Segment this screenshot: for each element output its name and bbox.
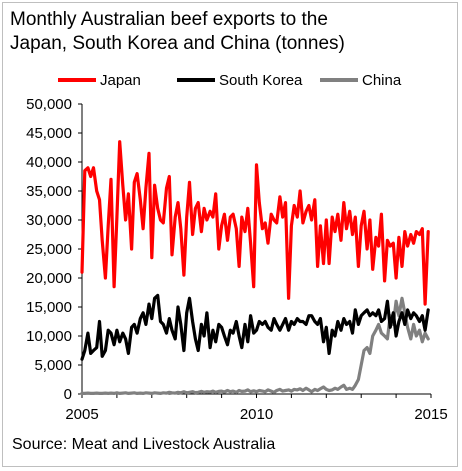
y-tick-label: 40,000 — [26, 154, 72, 171]
chart-title: Monthly Australian beef exports to the J… — [10, 8, 450, 56]
y-tick-label: 15,000 — [26, 299, 72, 316]
legend-label-japan: Japan — [100, 72, 141, 89]
y-tick-label: 45,000 — [26, 125, 72, 142]
y-tick-label: 50,000 — [26, 96, 72, 113]
legend-label-china: China — [362, 72, 402, 89]
y-tick-label: 5,000 — [34, 357, 72, 374]
y-tick-label: 20,000 — [26, 270, 72, 287]
chart-plot-area — [80, 140, 430, 395]
y-tick-label: 10,000 — [26, 328, 72, 345]
series-line-south-korea — [80, 293, 430, 361]
series-line-japan — [80, 140, 430, 306]
y-tick-label: 35,000 — [26, 183, 72, 200]
series-line-china — [80, 296, 430, 395]
y-tick-label: 0 — [64, 386, 72, 403]
x-tick-label: 2015 — [414, 406, 447, 423]
chart-title-line-1: Monthly Australian beef exports to the — [10, 9, 328, 30]
chart-source-note: Source: Meat and Livestock Australia — [12, 436, 276, 453]
x-tick-label: 2010 — [240, 406, 273, 423]
x-tick-label: 2005 — [65, 406, 98, 423]
y-tick-label: 30,000 — [26, 212, 72, 229]
chart-legend: Japan South Korea China — [58, 72, 402, 89]
legend-label-south-korea: South Korea — [219, 72, 303, 89]
y-tick-label: 25,000 — [26, 241, 72, 258]
chart-title-line-2: Japan, South Korea and China (tonnes) — [10, 33, 345, 54]
